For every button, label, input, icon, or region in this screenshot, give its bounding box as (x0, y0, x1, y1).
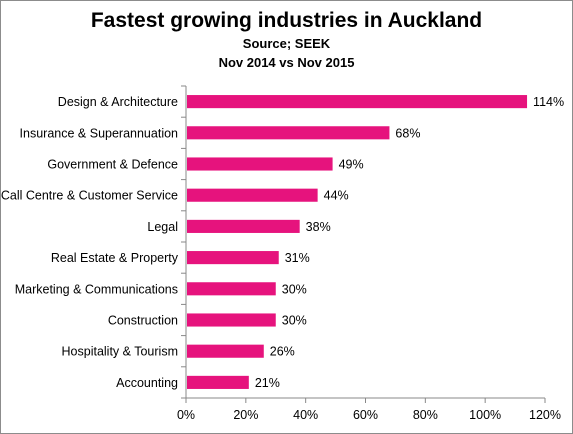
value-label: 30% (282, 282, 307, 296)
value-label: 49% (339, 158, 364, 172)
x-tick-label: 100% (469, 408, 501, 422)
x-tick-label: 20% (233, 408, 258, 422)
category-label: Call Centre & Customer Service (1, 189, 178, 203)
bar (187, 219, 300, 233)
bar (187, 188, 318, 202)
value-label: 44% (324, 189, 349, 203)
category-label: Real Estate & Property (51, 251, 179, 265)
value-label: 31% (285, 251, 310, 265)
category-label: Insurance & Superannuation (20, 126, 178, 140)
bar (187, 126, 390, 140)
value-label: 21% (255, 376, 280, 390)
category-label: Hospitality & Tourism (62, 345, 178, 359)
x-tick-label: 40% (293, 408, 318, 422)
bar (187, 157, 333, 171)
chart-title: Fastest growing industries in Auckland (90, 9, 483, 32)
bar (187, 251, 279, 265)
chart-subtitle-source: Source; SEEK (242, 36, 331, 51)
x-tick-label: 120% (529, 408, 561, 422)
x-tick-label: 80% (413, 408, 438, 422)
category-label: Marketing & Communications (15, 282, 178, 296)
bar (187, 375, 249, 389)
bar (187, 344, 264, 358)
x-tick-label: 0% (177, 408, 195, 422)
bar (187, 282, 276, 296)
bar (187, 95, 528, 109)
value-label: 68% (395, 126, 420, 140)
value-label: 114% (533, 95, 564, 109)
value-label: 30% (282, 314, 307, 328)
category-label: Construction (108, 314, 178, 328)
value-label: 38% (306, 220, 331, 234)
bar (187, 313, 276, 327)
category-label: Design & Architecture (58, 95, 178, 109)
x-tick-label: 60% (353, 408, 378, 422)
value-label: 26% (270, 345, 295, 359)
category-label: Accounting (116, 376, 178, 390)
category-label: Government & Defence (47, 158, 178, 172)
chart-subtitle-period: Nov 2014 vs Nov 2015 (218, 55, 355, 70)
chart-header: Fastest growing industries in Auckland S… (0, 8, 573, 72)
category-label: Legal (147, 220, 178, 234)
